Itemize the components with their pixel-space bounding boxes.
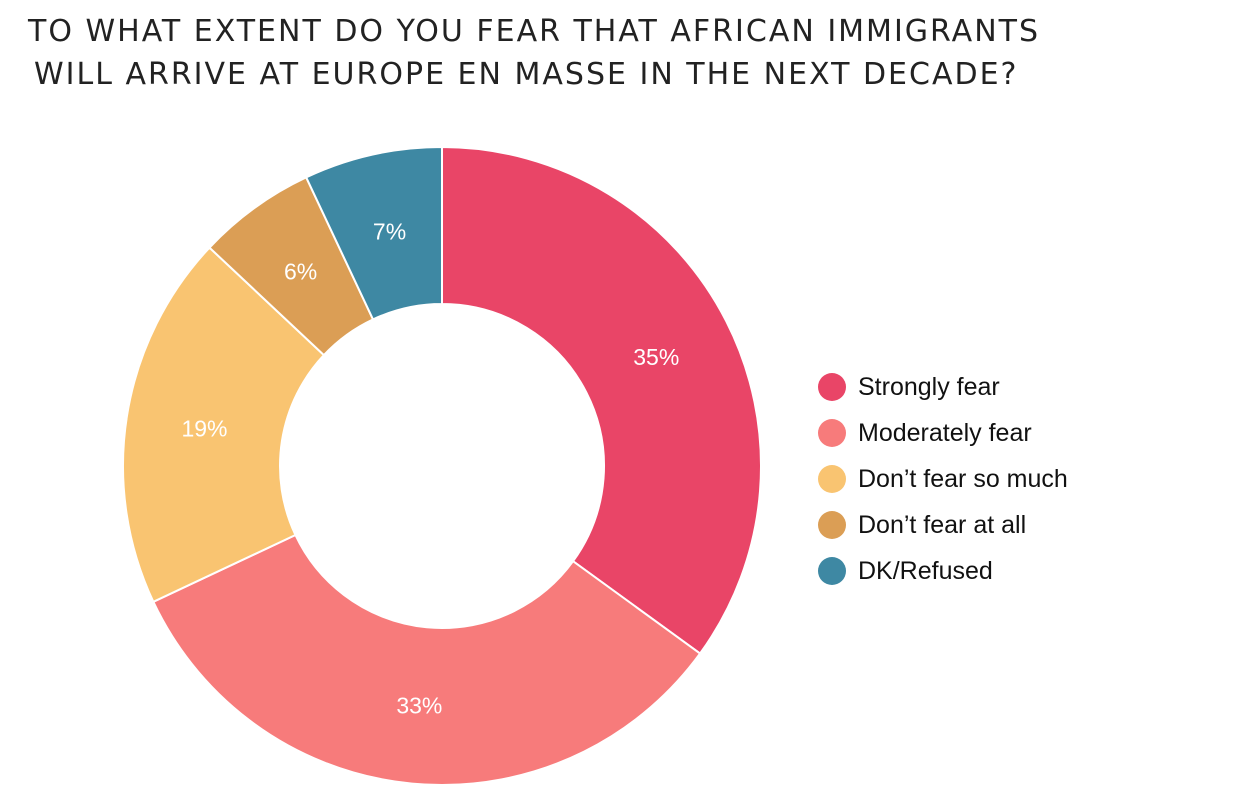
legend-swatch [818,557,846,585]
donut-slice-strongly-fear [441,145,762,655]
data-label-moderately-fear: 33% [396,692,442,718]
data-label-don-t-fear-so-much: 19% [181,415,227,441]
data-label-strongly-fear: 35% [633,344,679,370]
data-label-don-t-fear-at-all: 6% [284,258,317,284]
legend-swatch [818,419,846,447]
legend-item-moderately-fear: Moderately fear [818,410,1068,456]
donut-slices [122,145,762,786]
donut-slice-dk-refused [304,145,443,321]
legend-swatch [818,511,846,539]
legend-label: DK/Refused [858,556,993,585]
legend-label: Don’t fear at all [858,510,1027,539]
legend-item-strongly-fear: Strongly fear [818,364,1068,410]
legend-label: Strongly fear [858,372,1000,401]
chart-title: TO WHAT EXTENT DO YOU FEAR THAT AFRICAN … [28,10,1243,96]
legend-label: Moderately fear [858,418,1032,447]
donut-slice-moderately-fear [152,533,702,786]
legend-item-don-t-fear-at-all: Don’t fear at all [818,502,1068,548]
legend-item-don-t-fear-so-much: Don’t fear so much [818,456,1068,502]
data-label-dk-refused: 7% [373,218,406,244]
chart-title-line-2: WILL ARRIVE AT EUROPE EN MASSE IN THE NE… [34,57,1019,92]
chart-title-line-1: TO WHAT EXTENT DO YOU FEAR THAT AFRICAN … [28,14,1040,49]
donut-data-labels: 35% 33% 19% 6% 7% [181,218,679,718]
legend-item-dk-refused: DK/Refused [818,548,1068,594]
legend-label: Don’t fear so much [858,464,1068,493]
legend-swatch [818,465,846,493]
chart-legend: Strongly fear Moderately fear Don’t fear s… [818,364,1068,594]
donut-slice-don-t-fear-so-much [122,246,326,604]
legend-swatch [818,373,846,401]
